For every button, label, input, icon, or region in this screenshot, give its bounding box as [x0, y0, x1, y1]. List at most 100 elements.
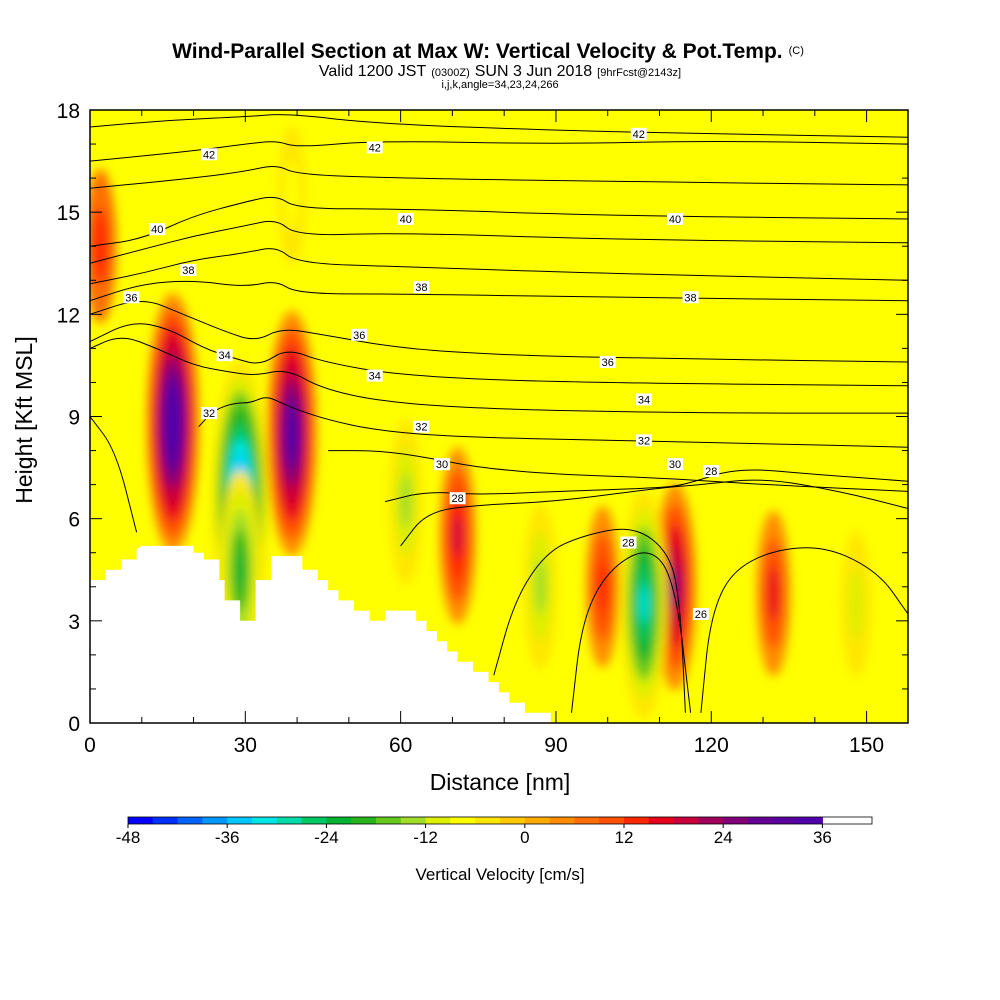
colorbar-swatch	[227, 817, 253, 824]
velocity-band	[597, 559, 609, 614]
plot-area: 42 42 42 40 40 40 38 38 38 36 36 36 34 34 34 32 32 32 30 30…	[90, 110, 908, 723]
contour-label-42: 42	[366, 141, 383, 154]
contour-label-bg	[149, 223, 166, 236]
y-tick-label: 9	[68, 407, 80, 430]
contour-label-bg	[667, 458, 684, 471]
contour-label-text: 28	[451, 493, 463, 505]
contour-label-text: 34	[218, 350, 230, 362]
contour-label-text: 28	[622, 538, 634, 550]
contour-label-bg	[692, 608, 709, 621]
colorbar-swatch	[252, 817, 278, 824]
contour-label-text: 42	[369, 142, 381, 154]
colorbar-label: Vertical Velocity [cm/s]	[415, 865, 584, 884]
isentrope-40	[90, 196, 908, 247]
contour-label-26: 26	[692, 608, 709, 621]
colorbar-swatch	[748, 817, 774, 824]
velocity-band	[288, 416, 296, 452]
contour-label-text: 42	[633, 129, 645, 141]
contour-label-text: 40	[669, 214, 681, 226]
x-tick-label: 60	[389, 734, 412, 757]
y-tick-label: 0	[68, 713, 80, 736]
contour-label-text: 36	[602, 357, 614, 369]
contour-label-40: 40	[149, 223, 166, 236]
colorbar-swatch	[549, 817, 575, 824]
colorbar-swatch	[574, 817, 600, 824]
isentrope-30	[384, 469, 908, 503]
colorbar-frame	[127, 816, 873, 825]
y-tick-label: 6	[68, 509, 80, 532]
contour-label-text: 42	[203, 149, 215, 161]
contour-label-34: 34	[635, 393, 652, 406]
updraft-cell	[146, 293, 200, 554]
colorbar-swatch	[450, 817, 476, 824]
contour-label-bg	[123, 291, 140, 304]
contour-label-bg	[703, 464, 720, 477]
contour-label-bg	[180, 264, 197, 277]
contour-label-text: 26	[695, 609, 707, 621]
colorbar-tick-label: 36	[813, 828, 832, 847]
colorbar-tick-label: 0	[520, 828, 529, 847]
contour-label-38: 38	[180, 264, 197, 277]
contour-label-text: 30	[436, 459, 448, 471]
chart-subtitle: Valid 1200 JST (0300Z) SUN 3 Jun 2018 [9hrF…	[319, 63, 681, 80]
contour-label-text: 38	[182, 265, 194, 277]
contour-label-30: 30	[667, 458, 684, 471]
contour-label-bg	[201, 148, 218, 161]
colorbar-tick-label: 12	[615, 828, 634, 847]
contour-label-40: 40	[397, 212, 414, 226]
colorbar-swatch	[326, 817, 352, 824]
contour-label-32: 32	[413, 420, 430, 434]
chart-indices: i,j,k,angle=34,23,24,266	[441, 79, 558, 91]
contour-label-text: 32	[638, 435, 650, 447]
contour-label-30: 30	[434, 458, 451, 471]
isentrope-26	[571, 552, 692, 713]
contour-label-36: 36	[123, 291, 140, 304]
colorbar-swatch	[524, 817, 551, 824]
chart-title: Wind-Parallel Section at Max W: Vertical…	[172, 40, 804, 63]
contour-label-bg	[201, 407, 218, 420]
contour-label-bg	[449, 492, 466, 505]
colorbar-swatch	[128, 817, 154, 824]
contour-label-42: 42	[630, 127, 647, 141]
colorbar-swatch	[301, 817, 327, 824]
isentrope-36	[90, 323, 908, 387]
isentrope-32	[198, 397, 908, 448]
isentrope-40	[90, 220, 908, 264]
terrain	[90, 545, 908, 723]
colorbar-tick-label: -36	[215, 828, 240, 847]
colorbar-tick-label: -48	[116, 828, 141, 847]
downdraft-cell	[388, 418, 423, 585]
colorbar-swatch	[723, 817, 749, 824]
velocity-band	[640, 584, 648, 624]
isentrope-28	[400, 479, 908, 547]
contour-label-bg	[351, 328, 368, 341]
y-axis-label: Height [Kft MSL]	[11, 336, 37, 503]
colorbar-swatch	[698, 817, 724, 824]
contour-label-bg	[635, 434, 652, 447]
y-tick-label: 18	[57, 100, 80, 123]
velocity-band	[848, 567, 864, 641]
downdraft-cell	[277, 125, 307, 265]
isentrope-42	[90, 141, 908, 162]
x-tick-label: 90	[544, 734, 567, 757]
velocity-band	[284, 160, 300, 230]
velocity-field	[90, 125, 872, 719]
updraft-cell	[756, 510, 791, 677]
colorbar-swatch	[376, 817, 402, 824]
x-tick-label: 120	[694, 734, 729, 757]
isentrope-28	[493, 528, 686, 713]
contour-label-text: 30	[669, 459, 681, 471]
isentrope-36	[90, 301, 908, 363]
contour-label-bg	[413, 281, 430, 294]
velocity-band	[236, 549, 245, 590]
contour-label-28: 28	[703, 464, 720, 478]
colorbar-swatch	[425, 817, 451, 824]
contour-label-bg	[434, 458, 451, 471]
colorbar-tick-label: 24	[714, 828, 733, 847]
y-tick-label: 12	[57, 304, 80, 327]
updraft-cell	[267, 310, 317, 557]
x-tick-label: 0	[84, 734, 96, 757]
isentrope-26	[700, 547, 908, 713]
